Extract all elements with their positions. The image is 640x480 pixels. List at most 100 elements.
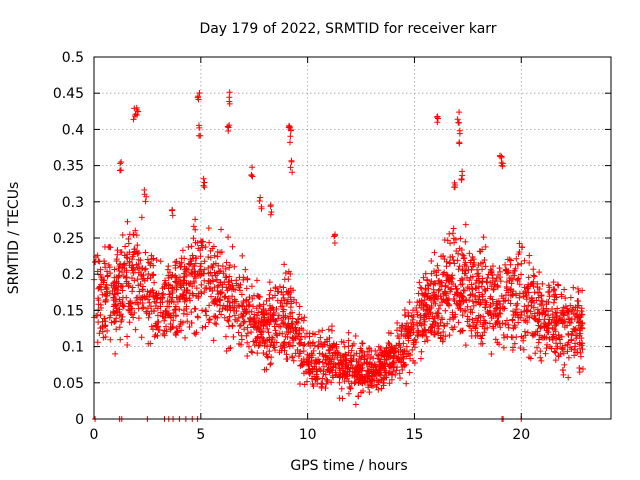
data-point [368, 376, 375, 383]
data-point [259, 334, 266, 341]
data-point [545, 312, 552, 319]
data-point [257, 331, 264, 338]
data-point [124, 333, 131, 340]
data-point [207, 247, 214, 254]
data-point [134, 264, 141, 271]
data-point [484, 324, 491, 331]
data-point [284, 296, 291, 303]
data-point [277, 300, 284, 307]
data-point [406, 329, 413, 336]
data-point [543, 345, 550, 352]
data-point [248, 283, 255, 290]
data-point [507, 261, 514, 268]
data-point [94, 312, 101, 319]
y-axis-label: SRMTID / TECUs [6, 182, 22, 295]
data-point [454, 257, 461, 264]
data-point [236, 284, 243, 291]
data-point [300, 317, 307, 324]
data-point [503, 267, 510, 274]
data-point [211, 269, 218, 276]
data-point [236, 323, 243, 330]
data-point [431, 249, 438, 256]
data-point [385, 329, 392, 336]
data-point [349, 342, 356, 349]
data-point [290, 357, 297, 364]
data-point [451, 260, 458, 267]
data-point [389, 346, 396, 353]
data-point [520, 317, 527, 324]
data-point [387, 349, 394, 356]
data-point [165, 263, 172, 270]
data-point [240, 299, 247, 306]
data-point [338, 385, 345, 392]
data-point [449, 230, 456, 237]
data-point [419, 332, 426, 339]
data-point [562, 295, 569, 302]
data-point [402, 333, 409, 340]
data-point [169, 212, 176, 219]
data-point [530, 266, 537, 273]
data-point [254, 312, 261, 319]
data-point [561, 312, 568, 319]
data-point [253, 305, 260, 312]
data-point [364, 355, 371, 362]
data-point [540, 335, 547, 342]
data-point [421, 316, 428, 323]
data-point [470, 302, 477, 309]
data-point [515, 275, 522, 282]
data-point [345, 337, 352, 344]
data-point [345, 343, 352, 350]
data-point [221, 279, 228, 286]
data-point [561, 286, 568, 293]
data-point [287, 133, 294, 140]
data-point [169, 207, 176, 214]
data-point [111, 266, 118, 273]
data-point [564, 341, 571, 348]
data-point [422, 311, 429, 318]
data-point [397, 351, 404, 358]
data-point [108, 319, 115, 326]
data-point [100, 334, 107, 341]
data-point [128, 300, 135, 307]
data-point [189, 252, 196, 259]
data-point [268, 208, 275, 215]
data-point [104, 273, 111, 280]
data-point [534, 280, 541, 287]
data-point [249, 164, 256, 171]
data-point [195, 271, 202, 278]
data-point [126, 259, 133, 266]
data-point [183, 305, 190, 312]
data-point [481, 256, 488, 263]
data-point [185, 244, 192, 251]
data-point [206, 286, 213, 293]
data-point [138, 214, 145, 221]
data-point [153, 290, 160, 297]
data-point [555, 352, 562, 359]
data-point [117, 336, 124, 343]
data-point [353, 350, 360, 357]
data-point [288, 320, 295, 327]
data-point [544, 322, 551, 329]
data-point [414, 329, 421, 336]
data-point [504, 333, 511, 340]
data-point [196, 124, 203, 131]
data-point [467, 306, 474, 313]
data-point [264, 319, 271, 326]
data-point [469, 309, 476, 316]
data-point [468, 257, 475, 264]
data-point [132, 227, 139, 234]
data-point [133, 294, 140, 301]
data-point [376, 364, 383, 371]
data-point [521, 328, 528, 335]
data-point [311, 373, 318, 380]
data-point [306, 333, 313, 340]
data-point [130, 116, 137, 123]
data-point [441, 256, 448, 263]
data-point [472, 325, 479, 332]
data-point [459, 276, 466, 283]
data-point [187, 271, 194, 278]
data-point [246, 294, 253, 301]
data-point [157, 258, 164, 265]
data-point [506, 256, 513, 263]
data-point [147, 303, 154, 310]
